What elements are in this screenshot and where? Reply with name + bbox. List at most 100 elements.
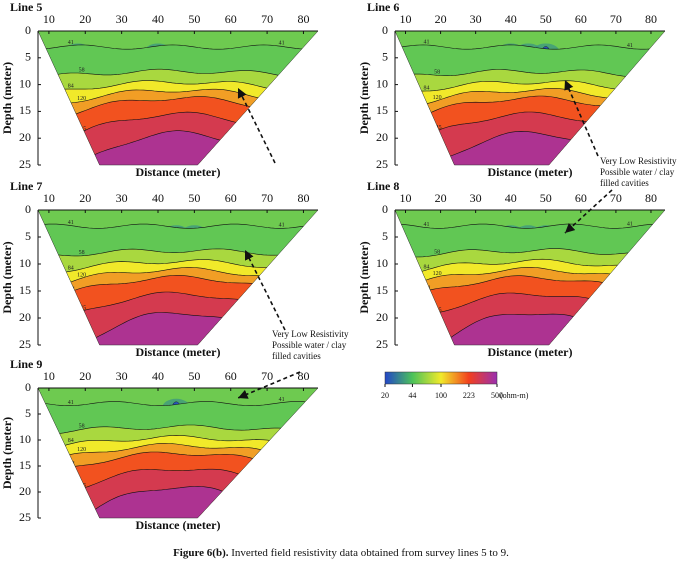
contour-line	[38, 44, 318, 50]
y-tick-label: 0	[25, 23, 31, 37]
contour-label: 120	[77, 96, 86, 102]
contour-label: 58	[79, 68, 85, 74]
y-tick-label: 25	[376, 337, 388, 351]
annotation-text: Very Low Resistivity	[600, 156, 677, 166]
contour-label: 171	[277, 284, 286, 290]
x-tick-label: 40	[152, 369, 164, 383]
x-tick-label: 20	[79, 191, 91, 205]
contour-line	[395, 223, 665, 229]
contour-label: 41	[279, 397, 285, 403]
x-tick-label: 30	[116, 369, 128, 383]
x-tick-label: 70	[261, 191, 273, 205]
contour-label: 41	[68, 400, 74, 406]
y-tick-label: 25	[376, 157, 388, 171]
y-tick-label: 10	[19, 76, 31, 90]
x-tick-label: 10	[400, 191, 412, 205]
contour-line	[38, 248, 318, 257]
contour-label: 84	[424, 85, 430, 91]
x-tick-label: 50	[540, 191, 552, 205]
contour-label: 58	[637, 247, 643, 253]
contour-label: 58	[434, 249, 440, 255]
y-tick-label: 15	[19, 103, 31, 117]
x-tick-label: 30	[470, 12, 482, 26]
colorbar-tick-label: 44	[408, 391, 416, 400]
x-tick-label: 60	[575, 12, 587, 26]
x-tick-label: 70	[610, 12, 622, 26]
panel-title: Line 8	[367, 179, 399, 193]
x-tick-label: 60	[225, 369, 237, 383]
contour-label: 41	[424, 222, 430, 228]
contour-line	[395, 69, 665, 78]
caption-text: Inverted field resistivity data obtained…	[231, 547, 509, 559]
y-tick-label: 0	[382, 23, 388, 37]
x-tick-label: 10	[43, 191, 55, 205]
y-tick-label: 0	[382, 202, 388, 216]
contour-label: 245	[288, 487, 297, 493]
panel-title: Line 6	[367, 0, 399, 14]
y-tick-label: 10	[376, 76, 388, 90]
contour-label: 120	[77, 273, 86, 279]
colorbar-tick-label: 223	[463, 391, 475, 400]
contour-label: 120	[288, 96, 297, 102]
contour-label: 84	[68, 266, 74, 272]
contour-label: 171	[277, 105, 286, 111]
contour-label: 41	[279, 223, 285, 229]
annotation-text: Possible water / clay	[600, 167, 675, 177]
x-tick-label: 30	[116, 191, 128, 205]
annotation-text: Possible water / clay	[272, 340, 347, 350]
x-tick-label: 70	[261, 369, 273, 383]
contour-label: 245	[288, 132, 297, 138]
contour-label: 245	[636, 315, 645, 321]
contour-label: 350	[66, 339, 75, 345]
contour-label: 245	[77, 483, 86, 489]
y-tick-label: 15	[376, 283, 388, 297]
contour-label: 350	[625, 339, 634, 345]
y-tick-label: 5	[382, 229, 388, 243]
colorbar-unit: (ohm-m)	[500, 391, 529, 400]
contour-label: 84	[68, 83, 74, 89]
contour-label: 58	[79, 250, 85, 256]
x-axis-label: Distance (meter)	[136, 345, 221, 359]
caption: Figure 6(b). Inverted field resistivity …	[173, 547, 509, 559]
contour-label: 84	[627, 260, 633, 266]
contour-label: 171	[66, 110, 75, 116]
contour-label: 171	[625, 104, 634, 110]
contour-label: 245	[288, 315, 297, 321]
contour-label: 58	[290, 72, 296, 78]
contour-label: 41	[424, 39, 430, 45]
contour-label: 84	[279, 437, 285, 443]
contour-label: 350	[66, 512, 75, 518]
x-axis-label: Distance (meter)	[136, 518, 221, 532]
contour-label: 350	[277, 512, 286, 518]
panel-title: Line 7	[10, 179, 42, 193]
contour-label: 41	[627, 222, 633, 228]
y-tick-label: 0	[25, 380, 31, 394]
annotation-text: filled cavities	[272, 351, 321, 361]
contour-label: 350	[422, 339, 431, 345]
x-tick-label: 10	[43, 369, 55, 383]
x-tick-label: 50	[188, 369, 200, 383]
annotation-text: filled cavities	[600, 178, 649, 188]
contour-label: 41	[279, 41, 285, 47]
x-tick-label: 60	[575, 191, 587, 205]
y-tick-label: 10	[376, 256, 388, 270]
contour-label: 120	[288, 453, 297, 459]
x-tick-label: 20	[435, 12, 447, 26]
x-tick-label: 20	[79, 12, 91, 26]
contour-label: 350	[66, 159, 75, 165]
x-tick-label: 70	[610, 191, 622, 205]
annotation-arrow	[564, 189, 613, 234]
x-tick-label: 80	[297, 12, 309, 26]
contour-label: 120	[288, 275, 297, 281]
y-tick-label: 5	[25, 406, 31, 420]
contour-label: 245	[77, 305, 86, 311]
contour-label: 171	[66, 286, 75, 292]
x-tick-label: 50	[540, 12, 552, 26]
